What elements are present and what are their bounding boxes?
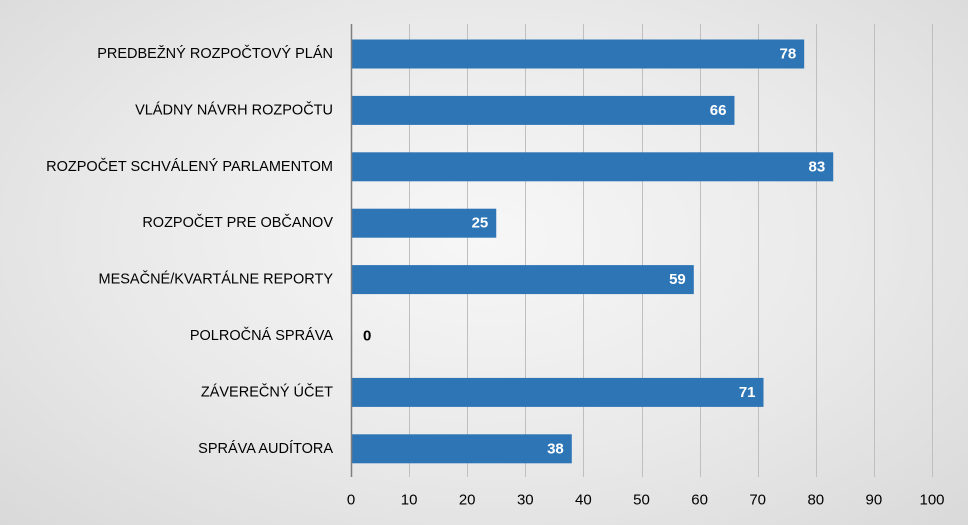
data-label-4: 59: [669, 271, 686, 288]
data-label-7: 38: [547, 440, 564, 457]
x-tick-label-30: 30: [517, 492, 534, 509]
bar-4: [351, 265, 694, 295]
x-tick-label-80: 80: [807, 492, 824, 509]
bar-3: [351, 208, 497, 238]
x-tick-label-10: 10: [401, 492, 418, 509]
x-tick-label-20: 20: [459, 492, 476, 509]
category-label-7: SPRÁVA AUDÍTORA: [198, 440, 333, 457]
category-label-3: ROZPOČET PRE OBČANOV: [142, 214, 333, 231]
bar-2: [351, 152, 834, 182]
bar-7: [351, 434, 572, 464]
x-tick-label-50: 50: [633, 492, 650, 509]
x-tick-label-90: 90: [866, 492, 883, 509]
x-tick-label-60: 60: [691, 492, 708, 509]
x-tick-label-40: 40: [575, 492, 592, 509]
data-label-1: 66: [710, 102, 727, 119]
bar-1: [351, 95, 735, 125]
category-label-4: MESAČNÉ/KVARTÁLNE REPORTY: [99, 271, 334, 288]
x-tick-label-100: 100: [919, 492, 944, 509]
category-label-5: POLROČNÁ SPRÁVA: [190, 327, 333, 344]
x-tick-label-0: 0: [347, 492, 355, 509]
bar-0: [351, 39, 805, 69]
bar-6: [351, 377, 764, 407]
category-label-2: ROZPOČET SCHVÁLENÝ PARLAMENTOM: [46, 158, 333, 175]
category-label-6: ZÁVEREČNÝ ÚČET: [201, 383, 333, 400]
category-label-0: PREDBEŽNÝ ROZPOČTOVÝ PLÁN: [97, 45, 333, 62]
data-label-0: 78: [779, 46, 796, 63]
data-label-3: 25: [472, 215, 489, 232]
category-label-1: VLÁDNY NÁVRH ROZPOČTU: [135, 101, 333, 118]
x-tick-label-70: 70: [749, 492, 766, 509]
data-label-6: 71: [739, 384, 756, 401]
data-label-5: 0: [363, 328, 371, 345]
data-label-2: 83: [809, 158, 826, 175]
